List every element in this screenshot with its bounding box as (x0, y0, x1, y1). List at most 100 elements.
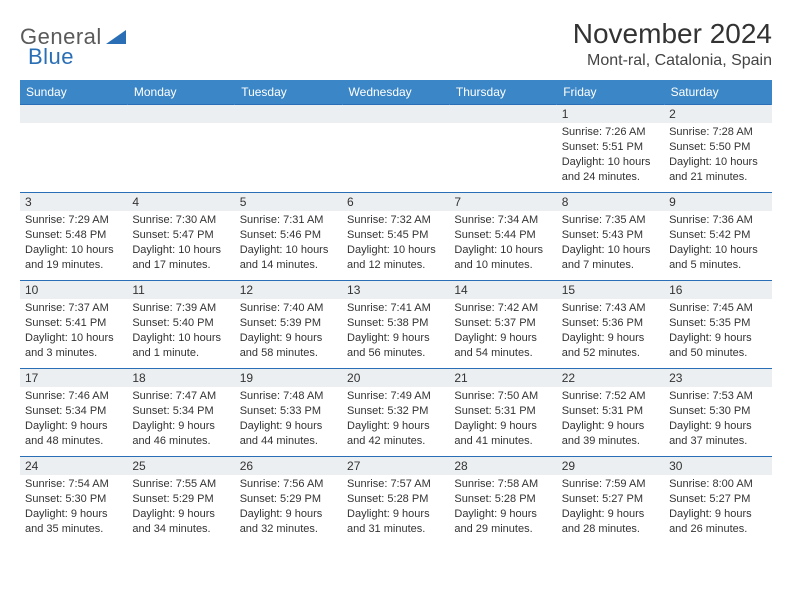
calendar-body: 1Sunrise: 7:26 AMSunset: 5:51 PMDaylight… (20, 105, 772, 545)
calendar-empty-cell (342, 105, 449, 193)
day-data: Sunrise: 7:45 AMSunset: 5:35 PMDaylight:… (664, 299, 771, 362)
calendar-page: General November 2024 Mont-ral, Cataloni… (0, 0, 792, 555)
logo-triangle-icon (106, 28, 126, 49)
calendar-day-cell: 27Sunrise: 7:57 AMSunset: 5:28 PMDayligh… (342, 457, 449, 545)
calendar-empty-cell (235, 105, 342, 193)
day-data: Sunrise: 7:29 AMSunset: 5:48 PMDaylight:… (20, 211, 127, 274)
month-title: November 2024 (573, 18, 772, 50)
day-data: Sunrise: 7:30 AMSunset: 5:47 PMDaylight:… (127, 211, 234, 274)
day-header: Wednesday (342, 80, 449, 105)
header: General November 2024 Mont-ral, Cataloni… (20, 18, 772, 70)
day-header: Friday (557, 80, 664, 105)
calendar-day-cell: 4Sunrise: 7:30 AMSunset: 5:47 PMDaylight… (127, 193, 234, 281)
day-data: Sunrise: 7:41 AMSunset: 5:38 PMDaylight:… (342, 299, 449, 362)
day-data: Sunrise: 7:50 AMSunset: 5:31 PMDaylight:… (449, 387, 556, 450)
day-number: 17 (20, 369, 127, 387)
calendar-day-cell: 24Sunrise: 7:54 AMSunset: 5:30 PMDayligh… (20, 457, 127, 545)
location: Mont-ral, Catalonia, Spain (573, 52, 772, 70)
calendar-day-cell: 25Sunrise: 7:55 AMSunset: 5:29 PMDayligh… (127, 457, 234, 545)
day-number: 7 (449, 193, 556, 211)
day-number: 13 (342, 281, 449, 299)
day-number: 26 (235, 457, 342, 475)
day-data: Sunrise: 7:47 AMSunset: 5:34 PMDaylight:… (127, 387, 234, 450)
title-block: November 2024 Mont-ral, Catalonia, Spain (573, 18, 772, 70)
calendar-week-row: 3Sunrise: 7:29 AMSunset: 5:48 PMDaylight… (20, 193, 772, 281)
calendar-day-cell: 26Sunrise: 7:56 AMSunset: 5:29 PMDayligh… (235, 457, 342, 545)
day-number: 5 (235, 193, 342, 211)
logo-text-2: Blue (28, 44, 74, 69)
day-data: Sunrise: 7:57 AMSunset: 5:28 PMDaylight:… (342, 475, 449, 538)
day-data: Sunrise: 8:00 AMSunset: 5:27 PMDaylight:… (664, 475, 771, 538)
calendar-day-cell: 16Sunrise: 7:45 AMSunset: 5:35 PMDayligh… (664, 281, 771, 369)
day-header-row: SundayMondayTuesdayWednesdayThursdayFrid… (20, 80, 772, 105)
day-number: 22 (557, 369, 664, 387)
day-number: 9 (664, 193, 771, 211)
calendar-day-cell: 7Sunrise: 7:34 AMSunset: 5:44 PMDaylight… (449, 193, 556, 281)
day-data: Sunrise: 7:40 AMSunset: 5:39 PMDaylight:… (235, 299, 342, 362)
calendar-day-cell: 3Sunrise: 7:29 AMSunset: 5:48 PMDaylight… (20, 193, 127, 281)
day-header: Saturday (664, 80, 771, 105)
calendar-day-cell: 19Sunrise: 7:48 AMSunset: 5:33 PMDayligh… (235, 369, 342, 457)
calendar-day-cell: 28Sunrise: 7:58 AMSunset: 5:28 PMDayligh… (449, 457, 556, 545)
day-number: 29 (557, 457, 664, 475)
calendar-empty-cell (449, 105, 556, 193)
day-header: Monday (127, 80, 234, 105)
day-data: Sunrise: 7:48 AMSunset: 5:33 PMDaylight:… (235, 387, 342, 450)
calendar-table: SundayMondayTuesdayWednesdayThursdayFrid… (20, 80, 772, 545)
logo-line2: Blue (28, 44, 74, 70)
day-number: 27 (342, 457, 449, 475)
day-data: Sunrise: 7:31 AMSunset: 5:46 PMDaylight:… (235, 211, 342, 274)
day-number: 30 (664, 457, 771, 475)
calendar-day-cell: 17Sunrise: 7:46 AMSunset: 5:34 PMDayligh… (20, 369, 127, 457)
day-number: 10 (20, 281, 127, 299)
day-data: Sunrise: 7:26 AMSunset: 5:51 PMDaylight:… (557, 123, 664, 186)
calendar-day-cell: 5Sunrise: 7:31 AMSunset: 5:46 PMDaylight… (235, 193, 342, 281)
day-data: Sunrise: 7:53 AMSunset: 5:30 PMDaylight:… (664, 387, 771, 450)
day-data: Sunrise: 7:35 AMSunset: 5:43 PMDaylight:… (557, 211, 664, 274)
day-number: 8 (557, 193, 664, 211)
calendar-day-cell: 1Sunrise: 7:26 AMSunset: 5:51 PMDaylight… (557, 105, 664, 193)
day-number: 4 (127, 193, 234, 211)
day-data: Sunrise: 7:54 AMSunset: 5:30 PMDaylight:… (20, 475, 127, 538)
calendar-day-cell: 30Sunrise: 8:00 AMSunset: 5:27 PMDayligh… (664, 457, 771, 545)
day-number: 20 (342, 369, 449, 387)
calendar-day-cell: 22Sunrise: 7:52 AMSunset: 5:31 PMDayligh… (557, 369, 664, 457)
day-number: 16 (664, 281, 771, 299)
day-data: Sunrise: 7:36 AMSunset: 5:42 PMDaylight:… (664, 211, 771, 274)
day-data: Sunrise: 7:34 AMSunset: 5:44 PMDaylight:… (449, 211, 556, 274)
day-data: Sunrise: 7:52 AMSunset: 5:31 PMDaylight:… (557, 387, 664, 450)
day-number: 15 (557, 281, 664, 299)
day-header: Tuesday (235, 80, 342, 105)
calendar-day-cell: 8Sunrise: 7:35 AMSunset: 5:43 PMDaylight… (557, 193, 664, 281)
calendar-day-cell: 10Sunrise: 7:37 AMSunset: 5:41 PMDayligh… (20, 281, 127, 369)
day-data: Sunrise: 7:49 AMSunset: 5:32 PMDaylight:… (342, 387, 449, 450)
day-number: 19 (235, 369, 342, 387)
calendar-day-cell: 18Sunrise: 7:47 AMSunset: 5:34 PMDayligh… (127, 369, 234, 457)
day-number: 21 (449, 369, 556, 387)
day-data: Sunrise: 7:55 AMSunset: 5:29 PMDaylight:… (127, 475, 234, 538)
day-number: 24 (20, 457, 127, 475)
calendar-week-row: 10Sunrise: 7:37 AMSunset: 5:41 PMDayligh… (20, 281, 772, 369)
calendar-day-cell: 9Sunrise: 7:36 AMSunset: 5:42 PMDaylight… (664, 193, 771, 281)
calendar-day-cell: 29Sunrise: 7:59 AMSunset: 5:27 PMDayligh… (557, 457, 664, 545)
day-number: 23 (664, 369, 771, 387)
day-data: Sunrise: 7:56 AMSunset: 5:29 PMDaylight:… (235, 475, 342, 538)
calendar-day-cell: 6Sunrise: 7:32 AMSunset: 5:45 PMDaylight… (342, 193, 449, 281)
calendar-empty-cell (20, 105, 127, 193)
day-header: Thursday (449, 80, 556, 105)
day-data: Sunrise: 7:46 AMSunset: 5:34 PMDaylight:… (20, 387, 127, 450)
calendar-week-row: 1Sunrise: 7:26 AMSunset: 5:51 PMDaylight… (20, 105, 772, 193)
day-header: Sunday (20, 80, 127, 105)
day-data: Sunrise: 7:28 AMSunset: 5:50 PMDaylight:… (664, 123, 771, 186)
calendar-day-cell: 2Sunrise: 7:28 AMSunset: 5:50 PMDaylight… (664, 105, 771, 193)
calendar-day-cell: 13Sunrise: 7:41 AMSunset: 5:38 PMDayligh… (342, 281, 449, 369)
day-data: Sunrise: 7:58 AMSunset: 5:28 PMDaylight:… (449, 475, 556, 538)
day-number: 3 (20, 193, 127, 211)
calendar-week-row: 17Sunrise: 7:46 AMSunset: 5:34 PMDayligh… (20, 369, 772, 457)
calendar-day-cell: 12Sunrise: 7:40 AMSunset: 5:39 PMDayligh… (235, 281, 342, 369)
calendar-day-cell: 15Sunrise: 7:43 AMSunset: 5:36 PMDayligh… (557, 281, 664, 369)
day-number: 6 (342, 193, 449, 211)
day-number: 2 (664, 105, 771, 123)
day-data: Sunrise: 7:43 AMSunset: 5:36 PMDaylight:… (557, 299, 664, 362)
calendar-day-cell: 20Sunrise: 7:49 AMSunset: 5:32 PMDayligh… (342, 369, 449, 457)
